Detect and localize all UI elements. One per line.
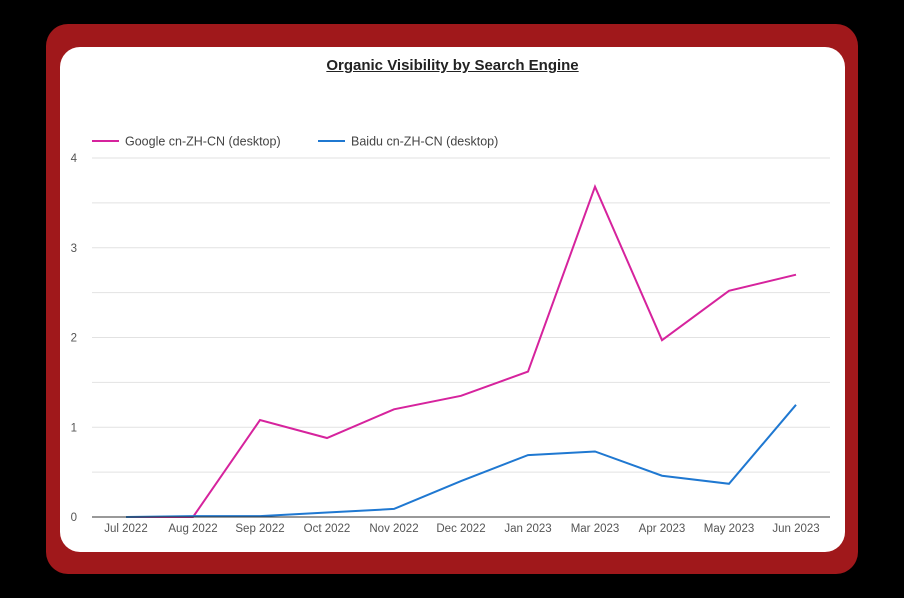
- chart-title: Organic Visibility by Search Engine: [326, 57, 579, 74]
- legend-label: Baidu cn-ZH-CN (desktop): [351, 135, 498, 149]
- x-tick-label: Nov 2022: [369, 523, 418, 535]
- y-tick-label: 2: [71, 333, 77, 345]
- y-tick-label: 3: [71, 243, 77, 255]
- x-tick-label: Apr 2023: [639, 523, 686, 535]
- x-tick-label: Aug 2022: [168, 523, 217, 535]
- y-tick-label: 0: [71, 512, 77, 524]
- chart-card: Organic Visibility by Search Engine 0 1 2 3…: [60, 47, 845, 552]
- x-tick-label: Jun 2023: [772, 523, 819, 535]
- x-tick-label: Jul 2022: [104, 523, 147, 535]
- x-tick-label: Mar 2023: [571, 523, 620, 535]
- x-tick-label: Sep 2022: [235, 523, 284, 535]
- y-tick-label: 4: [71, 153, 78, 165]
- x-tick-label: May 2023: [704, 523, 755, 535]
- line-chart: 0 1 2 3 4 Jul 2022 Aug 2022 Sep 2022 Oct 2022 Nov…: [71, 135, 830, 535]
- y-tick-label: 1: [71, 422, 77, 434]
- series-line: [125, 404, 797, 518]
- x-tick-label: Jan 2023: [504, 523, 551, 535]
- series-line: [126, 184, 797, 518]
- x-tick-label: Oct 2022: [304, 523, 351, 535]
- x-tick-label: Dec 2022: [436, 523, 485, 535]
- legend-label: Google cn-ZH-CN (desktop): [125, 135, 281, 149]
